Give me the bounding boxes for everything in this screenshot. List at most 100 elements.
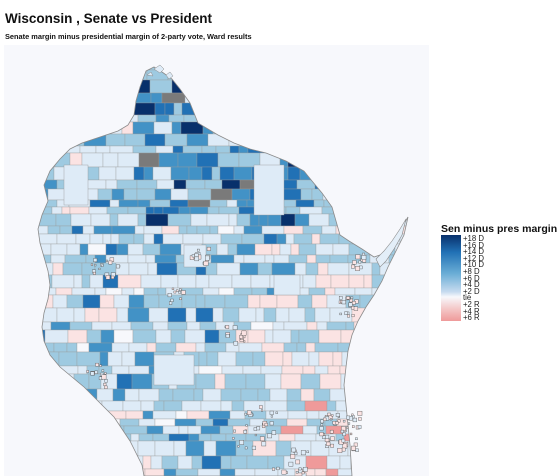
legend-label: +12 D <box>463 253 485 263</box>
urban-ward <box>243 429 247 434</box>
ward-cell <box>145 206 155 215</box>
ward-cell <box>302 274 317 289</box>
ward-cell <box>130 321 154 331</box>
ward-cell <box>134 79 151 94</box>
ward-cell <box>193 79 217 94</box>
ward-cell <box>225 433 247 442</box>
ward-cell <box>174 418 197 427</box>
ward-cell <box>314 365 329 375</box>
ward-cell <box>167 213 192 227</box>
ward-cell <box>63 455 87 470</box>
ward-cell <box>198 365 223 375</box>
ward-cell <box>111 468 130 476</box>
ward-cell <box>121 287 135 296</box>
ward-cell <box>99 92 114 104</box>
ward-cell <box>67 329 88 344</box>
ward-cell <box>319 373 342 390</box>
ward-cell <box>161 92 186 104</box>
ward-cell <box>185 69 203 81</box>
ward-cell <box>134 351 155 367</box>
ward-cell <box>38 287 57 296</box>
ward-cell <box>260 145 280 154</box>
ward-cell <box>363 433 379 442</box>
ward-cell <box>246 455 269 470</box>
urban-ward <box>338 296 343 300</box>
urban-ward <box>355 448 359 452</box>
urban-ward <box>244 446 248 450</box>
ward-cell <box>273 69 295 81</box>
ward-cell <box>188 166 203 181</box>
ward-cell <box>325 468 339 476</box>
ward-cell <box>160 274 179 289</box>
urban-ward <box>319 432 324 437</box>
ward-cell <box>305 455 328 470</box>
ward-cell <box>115 440 131 457</box>
ward-cell <box>171 79 195 94</box>
ward-cell <box>358 418 380 427</box>
ward-cell <box>196 225 211 235</box>
urban-ward <box>92 271 96 275</box>
ward-cell <box>98 166 117 181</box>
ward-cell <box>171 121 182 135</box>
urban-ward <box>271 430 277 435</box>
ward-cell <box>132 145 157 154</box>
ward-cell <box>137 213 147 227</box>
ward-cell <box>111 365 130 375</box>
ward-cell <box>173 102 183 116</box>
ward-cell <box>89 199 111 208</box>
ward-cell <box>45 133 64 147</box>
ward-cell <box>191 455 203 470</box>
ward-cell <box>393 262 408 276</box>
ward-cell <box>224 69 245 81</box>
ward-cell <box>344 69 364 81</box>
ward-cell <box>63 425 83 435</box>
ward-cell <box>302 69 313 81</box>
ward-cell <box>380 79 403 94</box>
ward-cell <box>228 213 238 227</box>
ward-cell <box>344 199 369 208</box>
ward-cell <box>404 92 408 104</box>
door-peninsula <box>375 218 407 268</box>
ward-cell <box>155 329 172 344</box>
ward-cell <box>38 365 49 375</box>
ward-cell <box>136 179 158 190</box>
urban-ward <box>105 259 108 262</box>
ward-cell <box>178 425 189 435</box>
wisconsin-ward-map <box>37 64 409 476</box>
ward-cell <box>153 121 173 135</box>
urban-ward <box>233 429 236 433</box>
urban-ward <box>104 372 107 375</box>
urban-ward <box>194 256 199 262</box>
urban-ward <box>194 253 199 257</box>
ward-cell <box>359 455 383 470</box>
ward-cell <box>386 133 403 147</box>
ward-cell <box>167 321 188 331</box>
ward-cell <box>281 365 304 375</box>
ward-cell <box>173 179 187 190</box>
ward-cell <box>309 114 324 123</box>
ward-cell <box>329 133 354 147</box>
ward-cell <box>229 145 240 154</box>
ward-cell <box>104 455 124 470</box>
urban-ward <box>262 424 266 428</box>
ward-cell <box>253 164 285 216</box>
ward-cell <box>168 114 185 123</box>
ward-cell <box>204 179 223 190</box>
ward-cell <box>286 388 302 402</box>
ward-cell <box>147 262 158 276</box>
ward-cell <box>204 294 226 309</box>
ward-cell <box>257 262 273 276</box>
urban-ward <box>206 246 211 251</box>
ward-cell <box>107 69 126 81</box>
urban-ward <box>232 437 235 440</box>
urban-ward <box>337 448 343 453</box>
urban-ward <box>179 297 182 301</box>
ward-cell <box>187 425 202 435</box>
ward-cell <box>133 287 145 296</box>
ward-cell <box>43 351 60 367</box>
urban-ward <box>355 254 361 260</box>
ward-cell <box>299 206 323 215</box>
ward-cell <box>361 92 383 104</box>
ward-cell <box>392 179 408 190</box>
ward-cell <box>155 114 170 123</box>
